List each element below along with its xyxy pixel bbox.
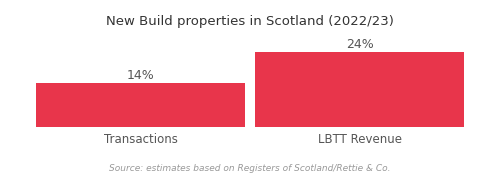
Bar: [36, 83, 244, 127]
Text: 14%: 14%: [126, 69, 154, 82]
Title: New Build properties in Scotland (2022/23): New Build properties in Scotland (2022/2…: [106, 15, 394, 28]
Text: 24%: 24%: [346, 38, 374, 51]
Bar: [256, 52, 464, 127]
Text: Source: estimates based on Registers of Scotland/Rettie & Co.: Source: estimates based on Registers of …: [109, 164, 391, 173]
